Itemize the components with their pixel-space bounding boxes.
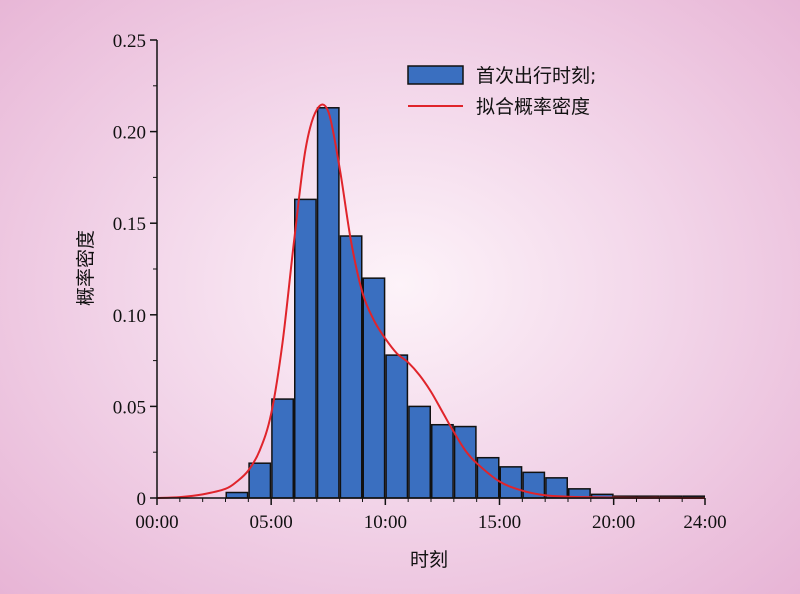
- y-tick-label: 0.10: [113, 306, 146, 327]
- y-tick-label: 0.15: [113, 214, 146, 235]
- histogram-bar: [431, 423, 454, 499]
- x-tick-label: 05:00: [250, 512, 293, 533]
- legend-label-fit-line: 拟合概率密度: [476, 96, 590, 118]
- legend-label-histogram: 首次出行时刻;: [476, 65, 596, 87]
- y-ticks: 0 0.05 0.10 0.15 0.20 0.25: [113, 31, 157, 510]
- x-tick-label: 00:00: [135, 512, 178, 533]
- y-tick-label: 0.20: [113, 123, 146, 144]
- x-tick-label: 15:00: [478, 512, 521, 533]
- histogram-bars: [225, 107, 706, 499]
- histogram-bar: [385, 354, 409, 499]
- fitted-density-line: [156, 103, 706, 500]
- histogram-bar: [316, 107, 340, 499]
- y-tick-label: 0.05: [113, 397, 146, 418]
- x-tick-label: 24:00: [683, 512, 726, 533]
- histogram-bar: [225, 491, 249, 499]
- y-tick-label: 0.25: [113, 31, 146, 52]
- x-tick-label: 10:00: [364, 512, 407, 533]
- x-axis-title: 时刻: [410, 549, 448, 571]
- y-tick-label: 0: [137, 489, 147, 510]
- axes: 00:00 05:00 10:00 15:00 20:00 24:00 0 0.05 0.10…: [113, 31, 727, 533]
- histogram-bar: [248, 462, 272, 499]
- histogram-bar: [294, 198, 317, 499]
- x-tick-label: 20:00: [592, 512, 635, 533]
- histogram-bar: [362, 277, 386, 499]
- x-ticks: 00:00 05:00 10:00 15:00 20:00 24:00: [135, 498, 727, 533]
- y-axis-title: 概率密度: [75, 230, 97, 306]
- legend-swatch-histogram: [407, 65, 464, 85]
- histogram-bar: [499, 466, 523, 499]
- histogram-bar: [408, 405, 431, 499]
- legend: 首次出行时刻; 拟合概率密度: [407, 65, 596, 118]
- histogram-bar: [271, 398, 294, 499]
